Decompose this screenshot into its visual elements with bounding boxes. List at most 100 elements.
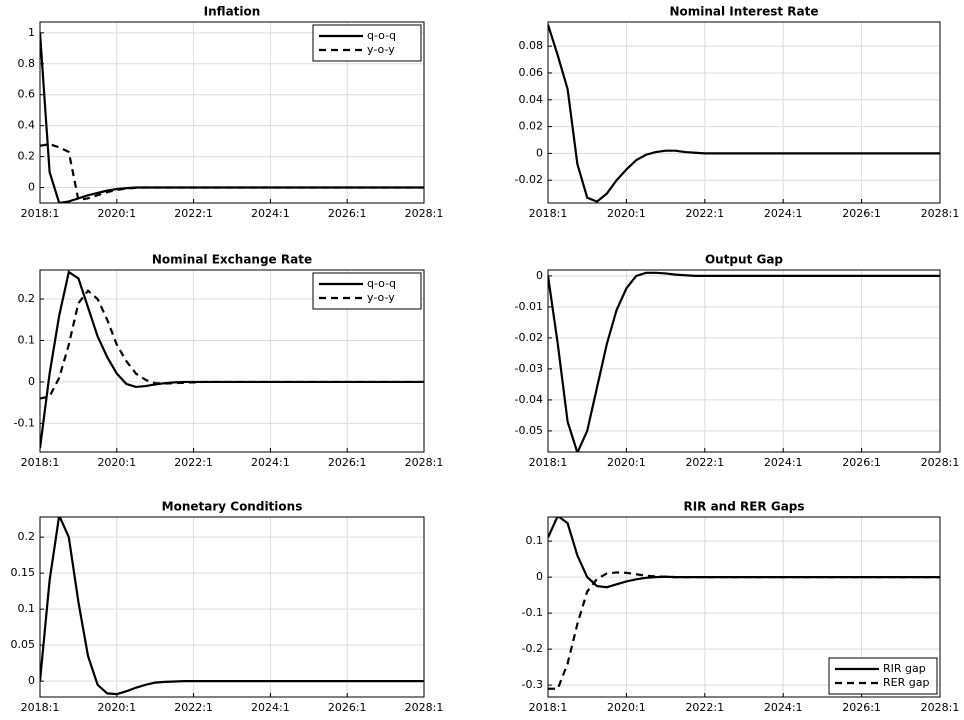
x-tick-label: 2022:1 [174, 207, 213, 220]
y-tick-label: 0 [28, 181, 35, 194]
y-tick-label: 1 [28, 26, 35, 39]
x-tick-label: 2018:1 [529, 456, 568, 469]
axes-box [547, 516, 941, 698]
y-tick-label: -0.1 [522, 606, 543, 619]
y-tick-label: -0.3 [522, 678, 543, 691]
x-tick-label: 2018:1 [21, 701, 60, 714]
y-tick-label: 0.04 [519, 93, 544, 106]
x-tick-label: 2018:1 [529, 207, 568, 220]
axes-box [547, 269, 941, 453]
y-tick-label: 0.2 [18, 150, 36, 163]
chart-title: Inflation [204, 5, 261, 19]
y-tick-label: 0.1 [18, 602, 36, 615]
y-tick-label: -0.02 [515, 331, 543, 344]
y-tick-label: 0 [536, 570, 543, 583]
series-line [40, 143, 424, 202]
x-tick-label: 2022:1 [685, 456, 724, 469]
series-line [548, 571, 940, 690]
series-line [548, 271, 940, 452]
legend-label: q-o-q [367, 29, 396, 42]
y-tick-label: -0.04 [515, 393, 543, 406]
y-tick-label: -0.03 [515, 362, 543, 375]
y-tick-label: 0.2 [18, 292, 36, 305]
y-tick-label: 0.1 [526, 534, 544, 547]
x-tick-label: 2028:1 [405, 207, 444, 220]
y-tick-label: 0.2 [18, 530, 36, 543]
legend-label: y-o-y [367, 43, 395, 56]
y-tick-label: 0 [536, 269, 543, 282]
x-tick-label: 2026:1 [328, 456, 367, 469]
panel: -0.05 -0.04 -0.03 -0.02 -0.01 0 2018:1 2020:1 20… [515, 253, 960, 470]
y-tick-label: -0.1 [14, 416, 35, 429]
panel: 0 0.05 0.1 0.15 0.2 2018:1 2020:1 2022:1 2024:1 2… [11, 500, 444, 715]
legend-box [312, 24, 422, 62]
x-tick-label: 2020:1 [607, 701, 646, 714]
x-tick-label: 2022:1 [174, 701, 213, 714]
x-tick-label: 2026:1 [842, 701, 881, 714]
axes-box [39, 516, 425, 698]
series-line [40, 289, 424, 400]
y-tick-label: 0.4 [18, 119, 36, 132]
x-tick-label: 2028:1 [921, 207, 960, 220]
x-tick-label: 2024:1 [764, 701, 803, 714]
x-tick-label: 2022:1 [685, 701, 724, 714]
x-tick-label: 2020:1 [97, 207, 136, 220]
legend-label: q-o-q [367, 277, 396, 290]
axes-box [547, 21, 941, 204]
legend-box [828, 657, 938, 695]
x-tick-label: 2018:1 [21, 456, 60, 469]
y-tick-label: -0.02 [515, 173, 543, 186]
y-tick-label: -0.2 [522, 642, 543, 655]
series-line [40, 517, 424, 696]
axes-box [39, 269, 425, 453]
series-line [548, 24, 940, 203]
y-tick-label: 0.08 [519, 39, 544, 52]
y-tick-label: -0.05 [515, 424, 543, 437]
y-tick-label: 0.8 [18, 57, 36, 70]
x-tick-label: 2026:1 [328, 701, 367, 714]
y-tick-label: -0.01 [515, 300, 543, 313]
y-tick-label: 0 [28, 674, 35, 687]
chart-title: RIR and RER Gaps [683, 500, 804, 514]
y-tick-label: 0.02 [519, 120, 544, 133]
x-tick-label: 2020:1 [607, 456, 646, 469]
chart-title: Monetary Conditions [162, 500, 303, 514]
x-tick-label: 2018:1 [21, 207, 60, 220]
y-tick-label: 0 [28, 375, 35, 388]
x-tick-label: 2028:1 [921, 701, 960, 714]
legend-label: RER gap [883, 676, 929, 689]
x-tick-label: 2024:1 [251, 207, 290, 220]
panel: -0.02 0 0.02 0.04 0.06 0.08 2018:1 2020:1 2022:1… [515, 5, 960, 221]
y-tick-label: 0.1 [18, 333, 36, 346]
x-tick-label: 2022:1 [174, 456, 213, 469]
x-tick-label: 2026:1 [328, 207, 367, 220]
y-tick-label: 0.15 [11, 566, 36, 579]
x-tick-label: 2024:1 [251, 701, 290, 714]
axes-box [39, 21, 425, 204]
x-tick-label: 2028:1 [405, 701, 444, 714]
x-tick-label: 2020:1 [97, 456, 136, 469]
chart-title: Nominal Interest Rate [669, 5, 818, 19]
panel: 0 0.2 0.4 0.6 0.8 1 2018:1 2020:1 2022:1 2024:1 20… [18, 5, 444, 221]
y-tick-label: 0.06 [519, 66, 544, 79]
x-tick-label: 2028:1 [405, 456, 444, 469]
legend-label: RIR gap [883, 662, 926, 675]
x-tick-label: 2028:1 [921, 456, 960, 469]
x-tick-label: 2024:1 [251, 456, 290, 469]
y-tick-label: 0 [536, 146, 543, 159]
panel: -0.3 -0.2 -0.1 0 0.1 2018:1 2020:1 2022:1 2024:1… [522, 500, 960, 715]
x-tick-label: 2020:1 [97, 701, 136, 714]
y-tick-label: 0.05 [11, 638, 36, 651]
chart-title: Nominal Exchange Rate [152, 253, 312, 267]
y-tick-label: 0.6 [18, 88, 36, 101]
x-tick-label: 2020:1 [607, 207, 646, 220]
x-tick-label: 2024:1 [764, 456, 803, 469]
x-tick-label: 2026:1 [842, 456, 881, 469]
legend-box [312, 272, 422, 310]
x-tick-label: 2026:1 [842, 207, 881, 220]
x-tick-label: 2022:1 [685, 207, 724, 220]
panel: -0.1 0 0.1 0.2 2018:1 2020:1 2022:1 2024:1 2026:… [14, 253, 444, 470]
chart-title: Output Gap [705, 253, 783, 267]
legend-label: y-o-y [367, 291, 395, 304]
